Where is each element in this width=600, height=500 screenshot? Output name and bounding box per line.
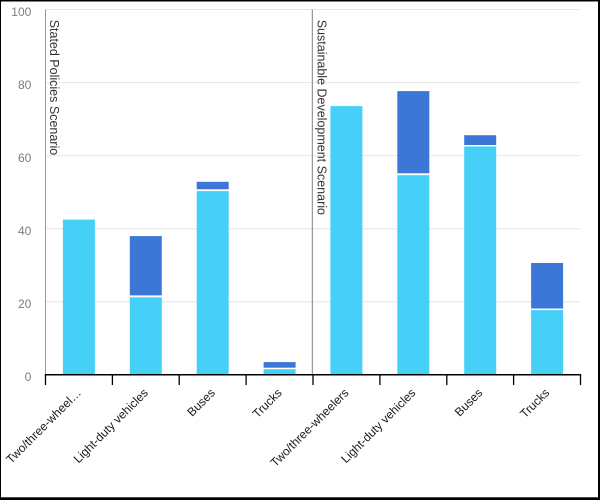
svg-text:0: 0	[25, 370, 32, 384]
svg-text:100: 100	[11, 5, 31, 19]
svg-text:Sustainable Development Scenar: Sustainable Development Scenario	[314, 20, 328, 215]
svg-text:40: 40	[18, 224, 32, 238]
svg-text:20: 20	[18, 297, 32, 311]
svg-text:60: 60	[18, 151, 32, 165]
svg-text:Stated Policies Scenario: Stated Policies Scenario	[47, 20, 61, 156]
svg-text:80: 80	[18, 78, 32, 92]
